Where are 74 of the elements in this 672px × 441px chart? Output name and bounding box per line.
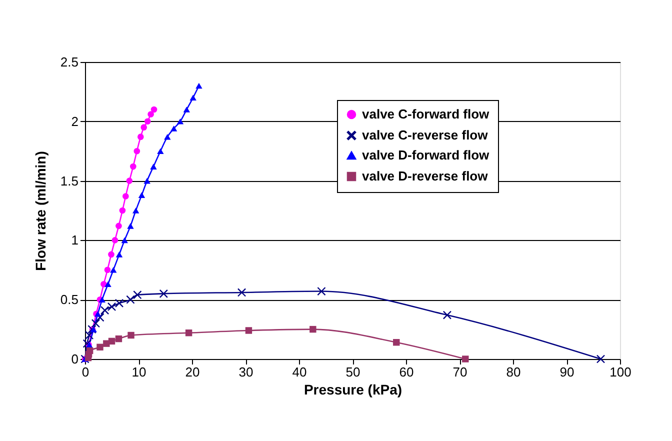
legend-label: valve C-forward flow bbox=[362, 106, 490, 122]
x-tick-label: 70 bbox=[452, 364, 468, 380]
point bbox=[150, 164, 157, 170]
x-tick-label: 80 bbox=[506, 364, 521, 380]
y-tick-label: 1.5 bbox=[60, 173, 78, 188]
point bbox=[110, 266, 117, 273]
legend-label: valve D-forward flow bbox=[362, 148, 490, 162]
point bbox=[115, 335, 122, 342]
point bbox=[119, 207, 126, 214]
point bbox=[183, 106, 190, 112]
point bbox=[157, 148, 164, 154]
point bbox=[462, 356, 469, 362]
point bbox=[393, 339, 400, 346]
point bbox=[140, 124, 148, 130]
point bbox=[130, 163, 136, 170]
y-tick-label: 0 bbox=[71, 352, 78, 366]
point bbox=[108, 338, 116, 345]
point bbox=[86, 347, 94, 354]
point bbox=[100, 306, 109, 314]
x-axis-title: Pressure (kPa) bbox=[304, 382, 402, 398]
point bbox=[137, 134, 144, 140]
point bbox=[317, 287, 326, 296]
point bbox=[132, 208, 140, 214]
x-tick-label: 10 bbox=[132, 364, 146, 380]
x-tick-label: 0 bbox=[82, 364, 90, 380]
point bbox=[159, 289, 168, 298]
y-tick-label: 1 bbox=[71, 232, 78, 248]
point bbox=[148, 111, 154, 118]
legend-label: valve D-reverse flow bbox=[362, 168, 489, 184]
point bbox=[112, 237, 118, 244]
point bbox=[100, 281, 107, 288]
point bbox=[144, 118, 151, 125]
legend-label: valve C-reverse flow bbox=[362, 128, 489, 142]
point bbox=[108, 251, 114, 258]
point bbox=[126, 178, 133, 184]
point bbox=[238, 288, 246, 297]
point bbox=[443, 310, 452, 320]
y-axis-title: Flow rate (ml/min) bbox=[32, 151, 48, 271]
point bbox=[150, 106, 158, 113]
x-tick-label: 40 bbox=[292, 364, 307, 380]
x-tick-label: 30 bbox=[238, 364, 254, 380]
point bbox=[128, 332, 134, 339]
point bbox=[596, 354, 605, 364]
point bbox=[116, 252, 123, 258]
point bbox=[92, 319, 100, 328]
point bbox=[185, 330, 192, 336]
point bbox=[133, 290, 142, 300]
point bbox=[127, 223, 134, 229]
x-tick-label: 90 bbox=[560, 364, 574, 380]
point bbox=[121, 237, 128, 244]
point bbox=[104, 281, 112, 288]
point bbox=[116, 222, 122, 230]
point bbox=[126, 295, 135, 304]
x-tick-label: 50 bbox=[346, 364, 360, 380]
y-tick-label: 0.5 bbox=[60, 292, 78, 308]
y-tick-label: 2.5 bbox=[60, 54, 78, 70]
x-tick-label: 20 bbox=[185, 364, 200, 380]
x-tick-label: 60 bbox=[399, 364, 414, 380]
point bbox=[245, 327, 252, 334]
point bbox=[176, 118, 184, 124]
point bbox=[196, 82, 202, 89]
point bbox=[108, 302, 116, 311]
point bbox=[190, 94, 196, 101]
point bbox=[170, 126, 178, 132]
point bbox=[164, 134, 171, 140]
point bbox=[310, 326, 316, 333]
point bbox=[134, 148, 140, 154]
point bbox=[138, 192, 146, 198]
point bbox=[144, 178, 150, 184]
point bbox=[96, 344, 104, 350]
point bbox=[104, 266, 111, 274]
y-tick-label: 2 bbox=[71, 114, 78, 129]
x-tick-label: 100 bbox=[610, 364, 632, 380]
point bbox=[122, 193, 129, 200]
